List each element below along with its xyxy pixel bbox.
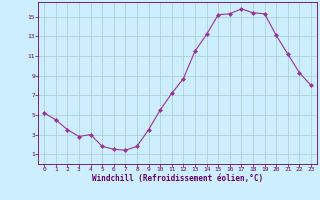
X-axis label: Windchill (Refroidissement éolien,°C): Windchill (Refroidissement éolien,°C): [92, 174, 263, 183]
